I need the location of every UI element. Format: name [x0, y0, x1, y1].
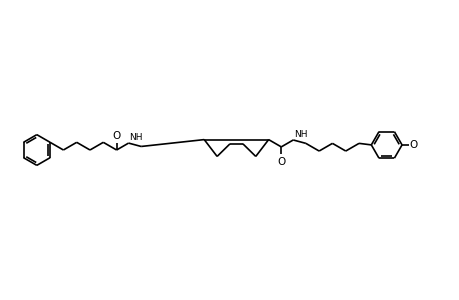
- Text: NH: NH: [293, 130, 307, 139]
- Text: O: O: [409, 140, 417, 150]
- Text: O: O: [276, 157, 285, 167]
- Text: NH: NH: [129, 133, 143, 142]
- Text: O: O: [112, 130, 120, 141]
